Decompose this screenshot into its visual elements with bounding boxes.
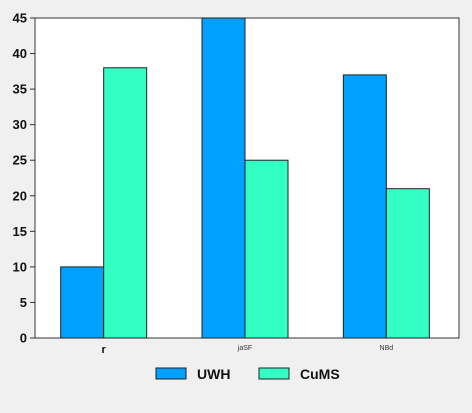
legend-label-cums: CuMS [300,366,340,382]
y-tick-label: 40 [13,46,27,61]
bar-uwh-r [60,266,105,339]
x-tick-label: r [102,344,107,356]
bar-cums-r [103,67,148,339]
bar-uwh-jasf [201,17,246,339]
y-tick-label: 20 [13,188,27,203]
y-tick-label: 5 [20,295,27,310]
x-axis: r jaSF NBd [102,344,394,356]
y-tick-label: 10 [13,259,27,274]
bar-cums-nbd [385,188,430,339]
y-tick-label: 30 [13,117,27,132]
legend-swatch-cums [258,367,290,380]
x-tick-label: NBd [380,345,394,352]
y-tick-label: 45 [13,11,27,26]
bar-cums-jasf [244,159,289,339]
bar-uwh-nbd [342,74,387,339]
y-tick-label: 15 [13,224,27,239]
bars [60,17,430,339]
legend: UWH CuMS [155,366,340,382]
legend-label-uwh: UWH [197,366,230,382]
y-axis: 0 5 10 15 20 25 30 35 40 45 [13,11,35,346]
y-tick-label: 0 [20,331,27,346]
y-tick-label: 35 [13,82,27,97]
legend-swatch-uwh [155,367,187,380]
x-tick-label: jaSF [237,345,252,352]
y-tick-label: 25 [13,153,27,168]
